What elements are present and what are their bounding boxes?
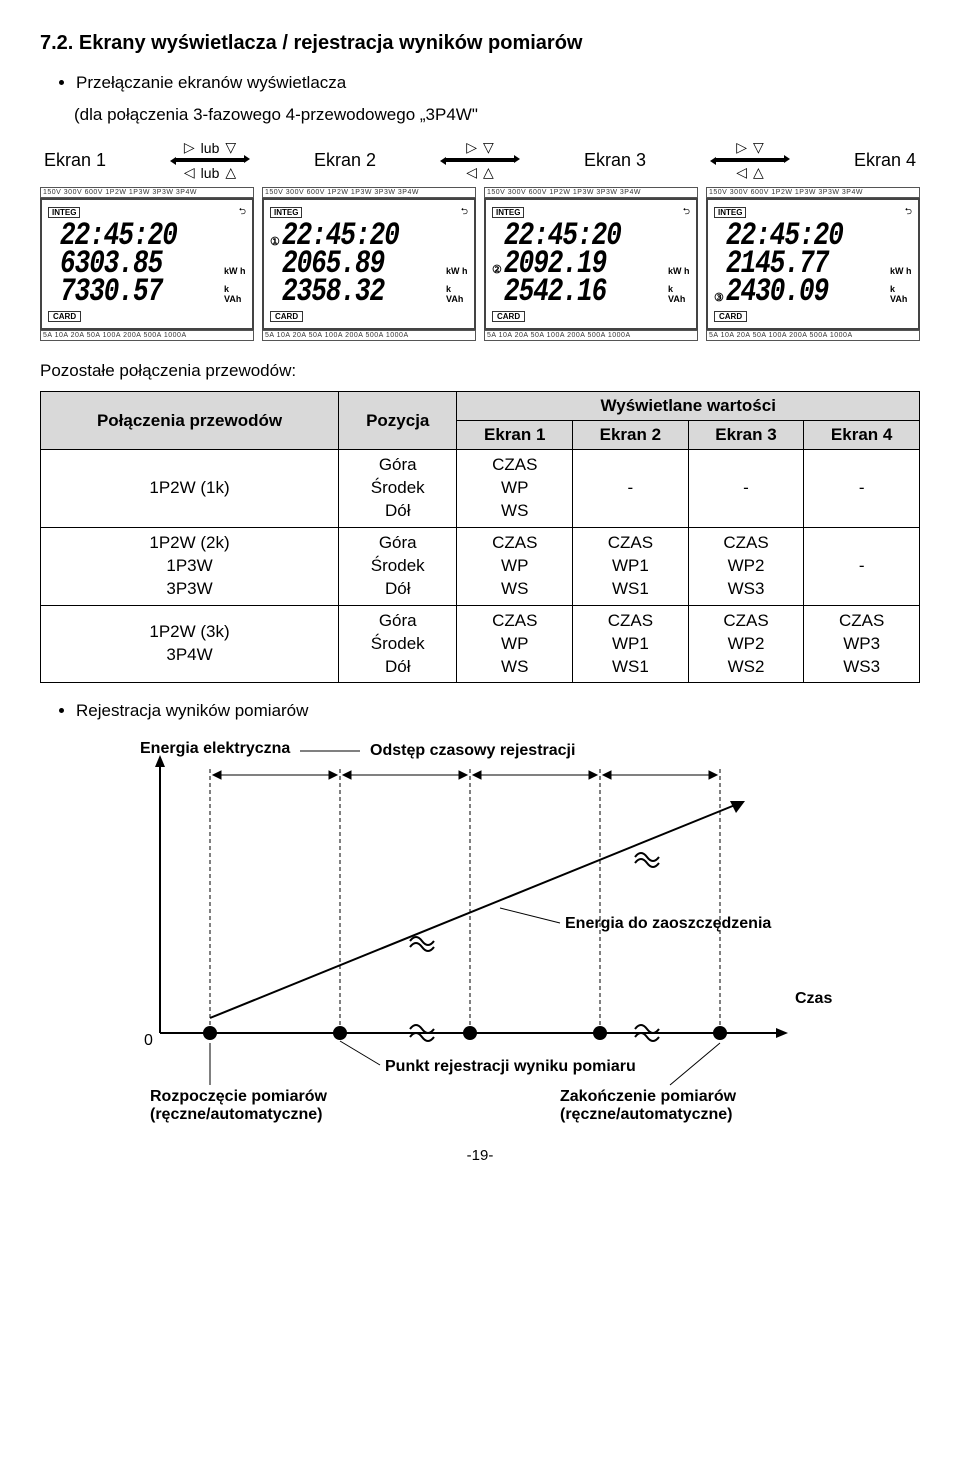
czas-label: Czas	[795, 990, 832, 1007]
back-icon: ◁	[736, 164, 747, 181]
nav-label-3: Ekran 3	[584, 150, 646, 171]
th-connections: Połączenia przewodów	[41, 392, 339, 450]
end-label-1: Zakończenie pomiarów	[560, 1088, 737, 1105]
nav-label-2: Ekran 2	[314, 150, 376, 171]
back-icon: ◁	[466, 164, 477, 181]
th-ekran1: Ekran 1	[457, 421, 573, 450]
reg-point-label: Punkt rejestracji wyniku pomiaru	[385, 1058, 636, 1075]
nav-arrows-2: ▷ ▽ ◁ △	[445, 139, 515, 181]
table-body: 1P2W (1k) Góra Środek Dół CZAS WP WS - -…	[41, 450, 920, 683]
down-triangle-icon: ▽	[225, 139, 236, 156]
page-number: -19-	[40, 1147, 920, 1164]
other-connections-heading: Pozostałe połączenia przewodów:	[40, 361, 920, 381]
up-triangle-icon: △	[225, 164, 236, 181]
nav-label-1: Ekran 1	[44, 150, 106, 171]
th-ekran2: Ekran 2	[573, 421, 689, 450]
back-icon: ◁	[184, 164, 195, 181]
bullet-registration: Rejestracja wyników pomiarów	[76, 701, 920, 721]
table-row: 1P2W (1k) Góra Środek Dół CZAS WP WS - -…	[41, 450, 920, 528]
th-ekran4: Ekran 4	[804, 421, 920, 450]
lcd-screen-2: 150V 300V 600V 1P2W 1P3W 3P3W 3P4W INTEG…	[262, 187, 476, 341]
start-label-2: (ręczne/automatyczne)	[150, 1106, 323, 1123]
up-triangle-icon: △	[753, 164, 764, 181]
screen-nav-row: Ekran 1 ▷lub▽ ◁lub△ Ekran 2 ▷ ▽ ◁ △ Ekran …	[40, 139, 920, 181]
section-heading: 7.2. Ekrany wyświetlacza / rejestracja w…	[40, 32, 920, 55]
play-icon: ▷	[736, 139, 747, 156]
zero-label: 0	[144, 1032, 153, 1049]
table-row: 1P2W (2k) 1P3W 3P3W Góra Środek Dół CZAS…	[41, 527, 920, 605]
energy-label: Energia elektryczna	[140, 740, 290, 757]
down-triangle-icon: ▽	[753, 139, 764, 156]
th-displayed-values: Wyświetlane wartości	[457, 392, 920, 421]
nav-arrows-1: ▷lub▽ ◁lub△	[175, 139, 245, 181]
table-row: 1P2W (3k) 3P4W Góra Środek Dół CZAS WP W…	[41, 605, 920, 683]
up-triangle-icon: △	[483, 164, 494, 181]
values-table: Połączenia przewodów Pozycja Wyświetlane…	[40, 391, 920, 683]
bullet-switching: Przełączanie ekranów wyświetlacza	[76, 73, 920, 93]
registration-diagram: 0 Energia elektryczna Odstęp czasowy rej…	[40, 733, 920, 1123]
play-icon: ▷	[466, 139, 477, 156]
subline-connection: (dla połączenia 3-fazowego 4-przewodoweg…	[40, 105, 920, 125]
lcd-screens-row: 150V 300V 600V 1P2W 1P3W 3P3W 3P4W INTEG…	[40, 187, 920, 341]
end-label-2: (ręczne/automatyczne)	[560, 1106, 733, 1123]
play-icon: ▷	[184, 139, 195, 156]
down-triangle-icon: ▽	[483, 139, 494, 156]
th-ekran3: Ekran 3	[688, 421, 804, 450]
save-energy-label: Energia do zaoszczędzenia	[565, 915, 771, 932]
lcd-screen-4: 150V 300V 600V 1P2W 1P3W 3P3W 3P4W INTEG…	[706, 187, 920, 341]
nav-label-4: Ekran 4	[854, 150, 916, 171]
interval-label: Odstęp czasowy rejestracji	[370, 742, 575, 759]
lcd-screen-3: 150V 300V 600V 1P2W 1P3W 3P3W 3P4W INTEG…	[484, 187, 698, 341]
th-position: Pozycja	[339, 392, 457, 450]
start-label-1: Rozpoczęcie pomiarów	[150, 1088, 327, 1105]
lcd-screen-1: 150V 300V 600V 1P2W 1P3W 3P3W 3P4W INTEG…	[40, 187, 254, 341]
nav-arrows-3: ▷ ▽ ◁ △	[715, 139, 785, 181]
